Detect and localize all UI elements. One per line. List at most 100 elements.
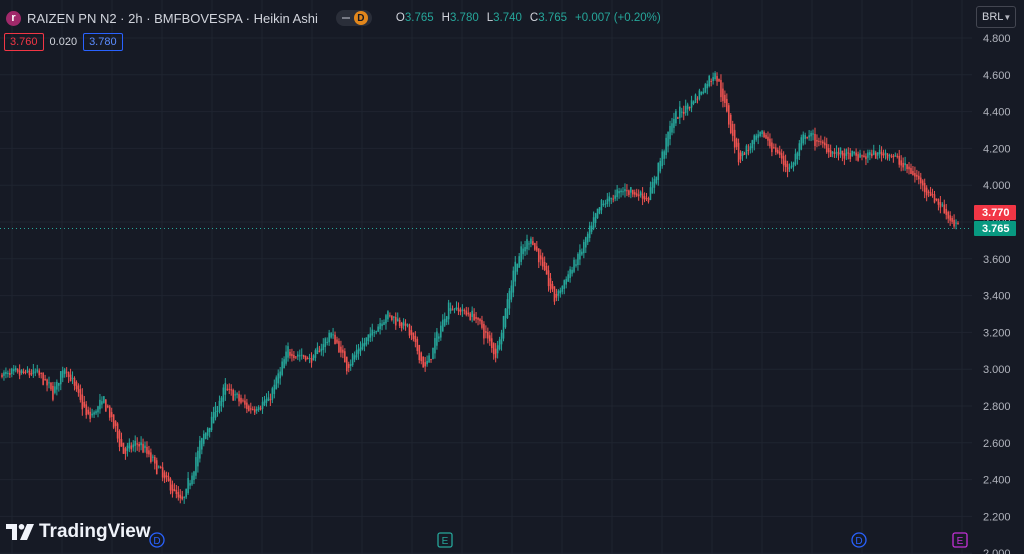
candle-body (103, 396, 105, 403)
candle-body (14, 367, 17, 371)
candle-body (667, 131, 669, 147)
ohlc-high: H3.780 (441, 12, 479, 24)
candle-body (665, 137, 667, 156)
dividend-marker[interactable]: D (149, 532, 165, 548)
candle-body (910, 167, 912, 174)
candle-body (394, 317, 397, 326)
price-tick-label: 4.600 (983, 70, 1011, 82)
candle-body (267, 397, 270, 401)
currency-selector[interactable]: BRL ▼ (976, 6, 1016, 28)
candle-body (404, 323, 407, 327)
candle-body (894, 155, 897, 157)
candle-body (700, 91, 703, 95)
candle-body (338, 341, 340, 353)
price-tick-label: 4.400 (983, 107, 1011, 119)
candle-body (5, 371, 7, 375)
dividend-marker[interactable]: D (851, 532, 867, 548)
candle-body (445, 316, 448, 323)
candle-body (751, 140, 754, 149)
sell-price-button[interactable]: 3.760 (4, 33, 44, 51)
candle-body (201, 438, 203, 450)
candle-body (126, 445, 129, 452)
candle-body (459, 309, 462, 312)
candle-body (776, 149, 779, 154)
earnings-marker[interactable]: E (437, 532, 453, 548)
candle-body (302, 355, 305, 358)
candle-body (130, 445, 133, 450)
candle-body (408, 324, 411, 336)
candle-body (594, 213, 597, 223)
candle-body (228, 388, 231, 390)
candle-body (389, 315, 391, 317)
candle-body (3, 372, 5, 376)
candle-body (114, 421, 117, 426)
candle-body (110, 412, 113, 417)
candle-body (941, 204, 944, 206)
candle-body (739, 152, 742, 160)
ohlc-low: L3.740 (486, 12, 522, 24)
candle-body (375, 331, 377, 333)
candle-body (79, 389, 82, 400)
candle-body (596, 208, 599, 219)
candle-body (679, 106, 681, 119)
earnings-marker[interactable]: E (952, 532, 968, 548)
buy-price-button[interactable]: 3.780 (83, 33, 123, 51)
candle-body (906, 164, 908, 170)
candle-body (106, 405, 109, 408)
candle-body (101, 401, 103, 405)
candle-body (132, 444, 135, 448)
candle-body (283, 359, 285, 369)
candle-body (334, 334, 336, 345)
candle-body (569, 269, 571, 279)
candle-body (816, 140, 818, 142)
price-tick-label: 3.600 (983, 254, 1011, 266)
candle-body (324, 338, 327, 348)
candle-body (518, 256, 520, 268)
dividends-toggle[interactable]: D (335, 10, 372, 26)
candle-body (69, 374, 72, 382)
candle-body (937, 199, 940, 205)
candle-body (710, 81, 712, 83)
candle-body (108, 406, 111, 418)
candle-body (289, 351, 291, 356)
candle-body (827, 148, 830, 153)
candle-body (383, 322, 385, 325)
candle-body (872, 150, 875, 155)
candle-body (434, 338, 436, 354)
candle-body (89, 411, 91, 419)
candle-body (441, 319, 444, 332)
candle-body (87, 409, 89, 414)
candle-body (40, 372, 42, 374)
candle-body (534, 243, 536, 250)
candle-body (530, 238, 532, 244)
candle-body (224, 382, 227, 395)
candle-body (814, 133, 816, 147)
symbol-title[interactable]: RAIZEN PN N2 · 2h · BMFBOVESPA · Heikin … (27, 10, 318, 26)
candle-body (696, 98, 699, 100)
candle-body (138, 443, 140, 447)
marker-letter: D (855, 536, 862, 547)
candle-body (843, 153, 846, 159)
ohlc-close: C3.765 (529, 12, 568, 24)
ohlc-change: +0.007 (+0.20%) (575, 12, 661, 24)
chevron-down-icon: ▼ (1003, 12, 1012, 22)
chart-legend-header: r RAIZEN PN N2 · 2h · BMFBOVESPA · Heiki… (6, 8, 661, 28)
chart-grid (0, 0, 972, 554)
candle-body (651, 181, 654, 194)
candle-body (522, 248, 524, 255)
candle-body (657, 162, 660, 180)
candle-body (400, 322, 403, 329)
candle-body (686, 104, 689, 110)
candle-body (919, 177, 922, 184)
marker-circle (851, 532, 867, 548)
symbol-logo-icon[interactable]: r (6, 10, 21, 26)
candle-body (896, 155, 899, 157)
candle-body (202, 433, 205, 444)
candle-body (453, 308, 456, 310)
candle-body (927, 191, 930, 193)
brand-name: TradingView (39, 521, 151, 542)
tradingview-logo[interactable]: TradingView (6, 521, 151, 543)
candle-body (306, 358, 309, 360)
candle-body (406, 324, 409, 326)
